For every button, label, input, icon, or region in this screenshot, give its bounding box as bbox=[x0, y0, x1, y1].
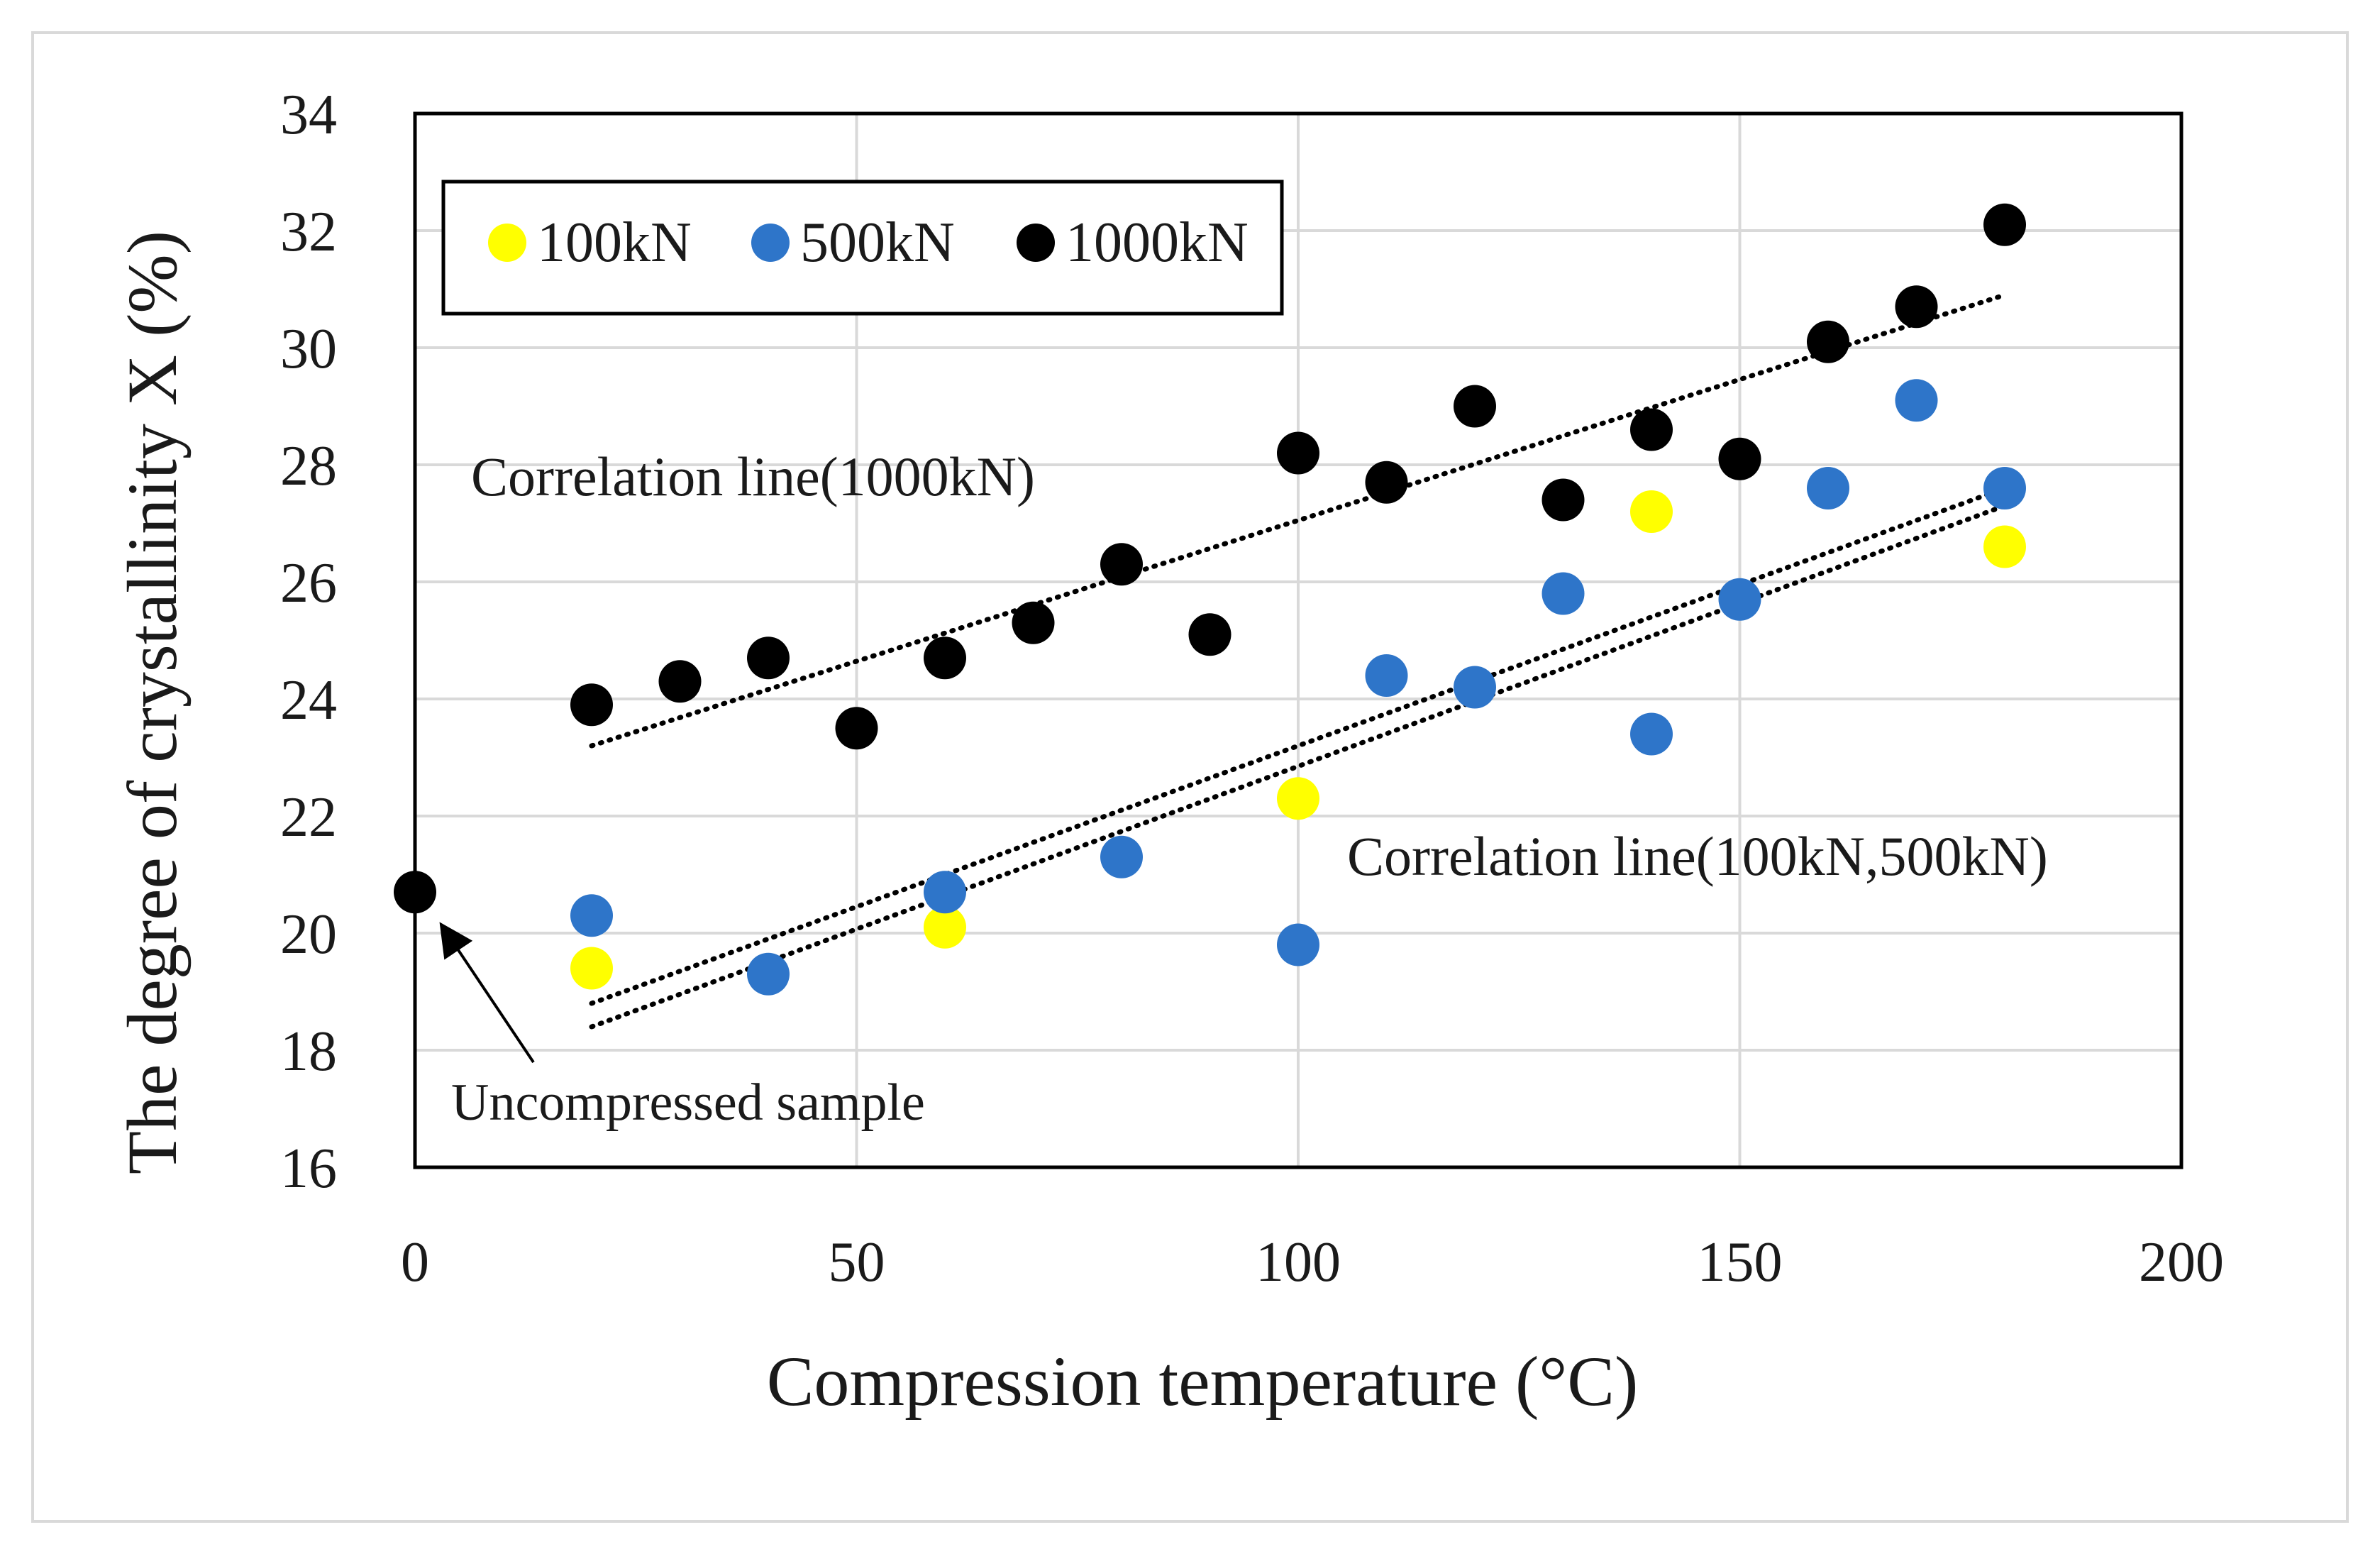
tick-labels: 16 18 20 22 24 26 28 30 32 34 0 50 100 150 200 bbox=[280, 84, 2224, 1294]
point-1000kn bbox=[1454, 385, 1496, 428]
y-tick-label: 30 bbox=[280, 318, 337, 380]
point-500kn bbox=[1983, 467, 2026, 509]
point-1000kn bbox=[1807, 320, 1849, 363]
point-500kn bbox=[1895, 379, 1938, 422]
legend-marker-100kn bbox=[488, 224, 526, 262]
point-500kn bbox=[1277, 923, 1319, 966]
point-500kn bbox=[924, 871, 966, 914]
annotation-correlation-100-500kn: Correlation line(100kN,500kN) bbox=[1347, 825, 2048, 887]
y-tick-label: 16 bbox=[280, 1137, 337, 1200]
x-axis-title: Compression temperature (°C) bbox=[767, 1342, 1639, 1421]
point-100kn bbox=[1983, 525, 2026, 568]
point-100kn bbox=[1277, 777, 1319, 820]
correlation-lines bbox=[589, 292, 2008, 1030]
uncompressed-sample-arrow bbox=[439, 922, 535, 1064]
point-500kn bbox=[1542, 572, 1585, 615]
y-tick-label: 34 bbox=[280, 84, 337, 146]
x-tick-label: 200 bbox=[2139, 1231, 2224, 1294]
data-points bbox=[394, 203, 2026, 996]
plot-area-border bbox=[413, 111, 2183, 1169]
point-1000kn bbox=[1895, 285, 1938, 329]
point-100kn bbox=[924, 905, 966, 949]
legend-label-1000kn: 1000kN bbox=[1066, 211, 1249, 274]
point-1000kn bbox=[1188, 613, 1231, 656]
legend-box bbox=[441, 180, 1284, 316]
point-500kn bbox=[570, 894, 613, 937]
y-tick-label: 28 bbox=[280, 435, 337, 497]
point-1000kn bbox=[1277, 431, 1319, 475]
point-1000kn bbox=[924, 637, 966, 680]
point-500kn bbox=[1100, 835, 1143, 878]
x-tick-label: 0 bbox=[401, 1231, 429, 1294]
point-1000kn bbox=[658, 660, 702, 703]
point-500kn bbox=[1365, 654, 1408, 697]
y-tick-label: 18 bbox=[280, 1020, 337, 1083]
point-500kn bbox=[1630, 712, 1673, 756]
point-1000kn bbox=[1718, 437, 1761, 480]
point-500kn bbox=[1807, 467, 1849, 509]
point-1000kn bbox=[747, 637, 790, 680]
point-1000kn bbox=[1542, 478, 1585, 522]
point-500kn bbox=[1718, 578, 1761, 621]
point-1000kn bbox=[1983, 203, 2026, 246]
correlation-line-3 bbox=[589, 503, 2008, 1030]
y-tick-label: 24 bbox=[280, 669, 337, 732]
point-100kn bbox=[570, 947, 613, 990]
point-500kn bbox=[747, 952, 790, 996]
legend-marker-500kn bbox=[751, 224, 790, 262]
y-tick-label: 26 bbox=[280, 552, 337, 615]
point-1000kn bbox=[835, 707, 878, 750]
legend-label-500kn: 500kN bbox=[800, 211, 955, 274]
x-tick-label: 50 bbox=[829, 1231, 885, 1294]
correlation-line-2 bbox=[589, 485, 2008, 1006]
point-1000kn bbox=[1365, 461, 1408, 504]
point-1000kn bbox=[1100, 543, 1143, 586]
x-tick-label: 150 bbox=[1698, 1231, 1783, 1294]
y-axis-title: The degree of crystallinity X (%) bbox=[113, 231, 192, 1174]
point-500kn bbox=[1454, 666, 1496, 709]
legend: 100kN 500kN 1000kN bbox=[441, 180, 1284, 316]
x-tick-label: 100 bbox=[1256, 1231, 1341, 1294]
correlation-line-1 bbox=[589, 292, 2008, 749]
legend-label-100kn: 100kN bbox=[537, 211, 692, 274]
legend-marker-1000kn bbox=[1017, 224, 1055, 262]
annotation-correlation-1000kn: Correlation line(1000kN) bbox=[471, 446, 1035, 507]
y-tick-label: 32 bbox=[280, 201, 337, 263]
point-100kn bbox=[1630, 490, 1673, 533]
point-1000kn bbox=[1630, 408, 1673, 451]
point-1000kn bbox=[1012, 601, 1055, 644]
annotation-uncompressed-sample: Uncompressed sample bbox=[451, 1074, 925, 1132]
y-tick-label: 22 bbox=[280, 786, 337, 849]
point-1000kn bbox=[570, 683, 613, 727]
y-tick-label: 20 bbox=[280, 903, 337, 966]
